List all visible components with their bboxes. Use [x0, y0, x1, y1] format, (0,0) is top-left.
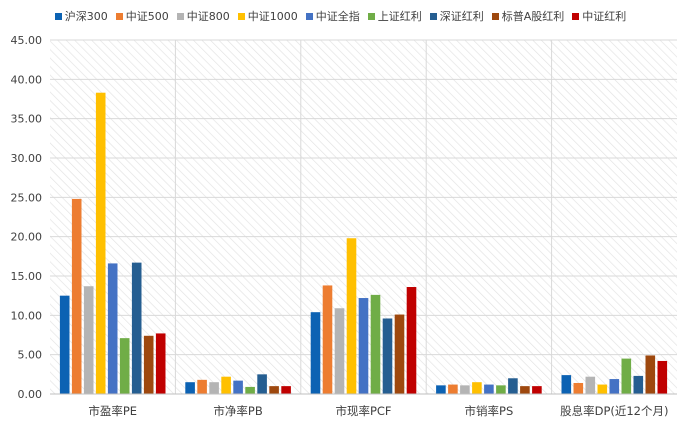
bar: [358, 298, 369, 394]
legend-item: 上证红利: [367, 8, 422, 24]
bar: [322, 285, 333, 394]
bar: [131, 262, 142, 394]
x-category-label: 市净率PB: [213, 404, 262, 418]
bar: [59, 295, 70, 394]
legend-swatch: [237, 12, 245, 20]
bar: [406, 287, 417, 394]
bar: [394, 314, 405, 394]
legend-label: 标普A股红利: [501, 10, 565, 23]
legend-item: 沪深300: [54, 8, 108, 24]
bar: [71, 198, 82, 394]
legend-label: 中证全指: [315, 10, 360, 23]
bar: [119, 338, 130, 394]
legend-item: 中证1000: [237, 8, 298, 24]
bar: [107, 263, 118, 394]
bar: [633, 375, 644, 394]
bar: [472, 382, 482, 394]
bar: [185, 382, 195, 394]
bar: [233, 380, 243, 394]
bar: [346, 238, 357, 394]
bar: [257, 374, 267, 394]
bar: [310, 312, 321, 394]
y-tick-label: 45.00: [11, 34, 43, 47]
legend-label: 上证红利: [377, 10, 422, 23]
bar: [496, 385, 506, 394]
y-tick-label: 35.00: [11, 113, 43, 126]
bar: [269, 386, 279, 394]
legend-swatch: [367, 12, 375, 20]
legend-swatch: [115, 12, 123, 20]
bar: [561, 375, 572, 394]
y-tick-label: 10.00: [11, 309, 43, 322]
legend-item: 中证800: [176, 8, 230, 24]
legend: 沪深300 中证500 中证800 中证1000 中证全指 上证红利 深证红利 标普A股红利 中…: [0, 6, 681, 26]
bar: [645, 355, 656, 394]
legend-swatch: [572, 12, 580, 20]
bar: [83, 286, 94, 394]
y-tick-label: 0.00: [18, 388, 43, 401]
bar: [460, 385, 470, 394]
bar: [436, 385, 446, 394]
legend-item: 中证红利: [572, 8, 626, 24]
legend-label: 沪深300: [64, 10, 108, 23]
x-category-label: 市现率PCF: [335, 404, 391, 418]
y-tick-label: 15.00: [11, 270, 43, 283]
bar: [621, 358, 632, 394]
legend-item: 中证500: [115, 8, 169, 24]
x-category-label: 市盈率PE: [88, 404, 137, 418]
y-tick-label: 5.00: [18, 349, 43, 362]
legend-label: 中证红利: [582, 10, 627, 23]
bar: [209, 382, 219, 394]
bar: [573, 382, 584, 394]
bar: [143, 335, 154, 394]
bar: [508, 378, 518, 394]
legend-swatch: [491, 12, 499, 20]
bar: [520, 386, 530, 394]
bar: [657, 360, 668, 394]
x-category-label: 股息率DP(近12个月): [560, 404, 668, 418]
legend-label: 中证1000: [247, 10, 298, 23]
bar: [334, 308, 345, 394]
bar: [448, 384, 458, 394]
bar: [609, 379, 620, 394]
legend-swatch: [176, 12, 184, 20]
y-tick-label: 30.00: [11, 152, 43, 165]
bar: [281, 386, 291, 394]
y-tick-label: 40.00: [11, 73, 43, 86]
legend-swatch: [305, 12, 313, 20]
y-tick-label: 20.00: [11, 231, 43, 244]
bar: [382, 318, 393, 394]
bar: [532, 386, 542, 394]
legend-label: 中证800: [186, 10, 230, 23]
bar: [95, 92, 106, 394]
bar: [597, 384, 608, 394]
x-category-label: 市销率PS: [465, 404, 514, 418]
bar: [245, 386, 255, 394]
y-tick-label: 25.00: [11, 191, 43, 204]
legend-item: 中证全指: [305, 8, 360, 24]
legend-swatch: [429, 12, 437, 20]
bar: [484, 384, 494, 394]
legend-label: 中证500: [125, 10, 169, 23]
legend-item: 深证红利: [429, 8, 484, 24]
bar: [585, 376, 596, 394]
legend-label: 深证红利: [439, 10, 484, 23]
legend-item: 标普A股红利: [491, 8, 565, 24]
bar: [155, 333, 166, 394]
bar: [197, 379, 207, 394]
bar: [221, 376, 231, 394]
bar: [370, 294, 381, 394]
legend-swatch: [54, 12, 62, 20]
